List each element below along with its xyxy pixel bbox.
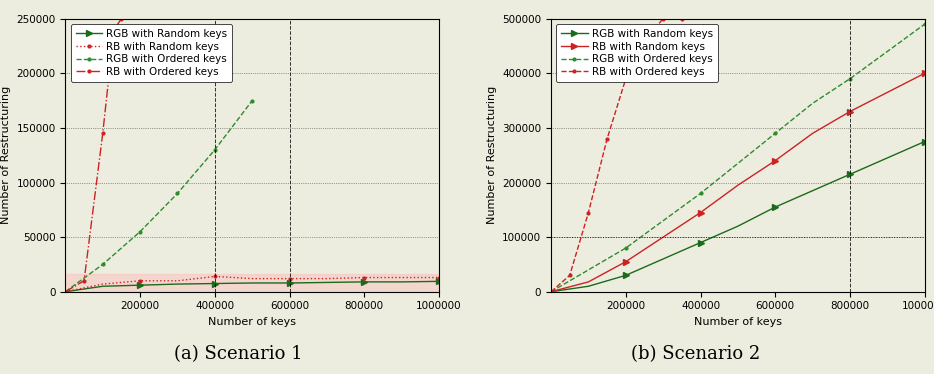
RGB with Ordered keys <box>247 98 258 103</box>
RGB with Ordered keys <box>583 268 594 272</box>
RGB with Random keys <box>583 284 594 288</box>
RB with Random keys <box>882 90 893 95</box>
Legend: RGB with Random keys, RB with Random keys, RGB with Ordered keys, RB with Ordere: RGB with Random keys, RB with Random key… <box>71 24 233 82</box>
RGB with Random keys <box>545 289 557 294</box>
RGB with Ordered keys <box>844 77 856 81</box>
Line: RB with Ordered keys: RB with Ordered keys <box>548 16 685 294</box>
RB with Random keys <box>396 275 407 280</box>
RB with Ordered keys <box>97 131 108 136</box>
Y-axis label: Number of Restructuring: Number of Restructuring <box>487 86 497 224</box>
RGB with Random keys <box>919 140 930 144</box>
RGB with Random keys <box>882 156 893 160</box>
RB with Ordered keys <box>658 16 669 21</box>
RGB with Random keys <box>172 282 183 286</box>
RB with Ordered keys <box>639 38 650 43</box>
RB with Ordered keys <box>108 27 120 32</box>
RGB with Ordered keys <box>658 218 669 223</box>
RGB with Ordered keys <box>807 101 818 105</box>
RB with Random keys <box>284 276 295 281</box>
Line: RB with Random keys: RB with Random keys <box>63 274 442 294</box>
RGB with Random keys <box>658 257 669 261</box>
Legend: RGB with Random keys, RB with Random keys, RGB with Ordered keys, RB with Ordere: RGB with Random keys, RB with Random key… <box>557 24 718 82</box>
RGB with Random keys <box>134 283 146 287</box>
RB with Random keys <box>433 275 445 280</box>
RB with Random keys <box>919 71 930 76</box>
RB with Ordered keys <box>78 279 90 283</box>
RB with Random keys <box>359 275 370 280</box>
RB with Random keys <box>247 276 258 281</box>
RB with Random keys <box>844 109 856 114</box>
RB with Random keys <box>172 279 183 283</box>
RGB with Random keys <box>247 281 258 285</box>
RB with Random keys <box>732 183 743 187</box>
Line: RB with Random keys: RB with Random keys <box>548 71 927 294</box>
RB with Ordered keys <box>620 77 631 81</box>
RGB with Random keys <box>60 289 71 294</box>
RB with Random keys <box>620 260 631 264</box>
RGB with Ordered keys <box>545 289 557 294</box>
RB with Random keys <box>695 210 706 215</box>
RGB with Random keys <box>209 281 220 286</box>
RB with Ordered keys <box>545 289 557 294</box>
RB with Random keys <box>545 289 557 294</box>
Line: RGB with Ordered keys: RGB with Ordered keys <box>63 98 255 294</box>
RB with Random keys <box>209 274 220 279</box>
X-axis label: Number of keys: Number of keys <box>694 317 782 327</box>
RGB with Ordered keys <box>60 289 71 294</box>
Text: (b) Scenario 2: (b) Scenario 2 <box>631 345 760 363</box>
RGB with Ordered keys <box>770 131 781 136</box>
RGB with Random keys <box>97 284 108 288</box>
RGB with Ordered keys <box>97 262 108 267</box>
RB with Ordered keys <box>601 137 613 141</box>
RGB with Ordered keys <box>620 246 631 250</box>
RB with Ordered keys <box>116 16 127 21</box>
RGB with Ordered keys <box>209 147 220 152</box>
RGB with Random keys <box>359 280 370 284</box>
Line: RGB with Ordered keys: RGB with Ordered keys <box>548 21 927 294</box>
RGB with Ordered keys <box>732 161 743 166</box>
RGB with Ordered keys <box>172 191 183 196</box>
RGB with Ordered keys <box>695 191 706 196</box>
RGB with Random keys <box>770 205 781 209</box>
RB with Random keys <box>321 276 333 281</box>
RB with Random keys <box>658 235 669 239</box>
RGB with Random keys <box>396 280 407 284</box>
Text: (a) Scenario 1: (a) Scenario 1 <box>174 345 303 363</box>
Line: RGB with Random keys: RGB with Random keys <box>548 139 927 294</box>
RGB with Random keys <box>321 280 333 285</box>
RB with Ordered keys <box>60 289 71 294</box>
RB with Random keys <box>97 282 108 286</box>
RGB with Random keys <box>695 240 706 245</box>
RGB with Random keys <box>807 188 818 193</box>
RB with Random keys <box>770 159 781 163</box>
RB with Ordered keys <box>583 210 594 215</box>
RGB with Ordered keys <box>882 49 893 54</box>
RB with Random keys <box>60 289 71 294</box>
Line: RB with Ordered keys: RB with Ordered keys <box>63 16 124 294</box>
X-axis label: Number of keys: Number of keys <box>208 317 296 327</box>
RGB with Random keys <box>844 172 856 177</box>
RGB with Random keys <box>433 279 445 283</box>
RGB with Random keys <box>284 281 295 285</box>
RB with Random keys <box>134 279 146 283</box>
RB with Random keys <box>807 131 818 136</box>
RGB with Random keys <box>732 224 743 229</box>
RGB with Random keys <box>620 273 631 278</box>
Line: RGB with Random keys: RGB with Random keys <box>63 279 442 294</box>
RGB with Ordered keys <box>919 22 930 27</box>
RGB with Ordered keys <box>134 229 146 234</box>
RB with Random keys <box>583 280 594 284</box>
Y-axis label: Number of Restructuring: Number of Restructuring <box>1 86 11 224</box>
RB with Ordered keys <box>676 16 687 21</box>
RB with Ordered keys <box>564 273 575 278</box>
